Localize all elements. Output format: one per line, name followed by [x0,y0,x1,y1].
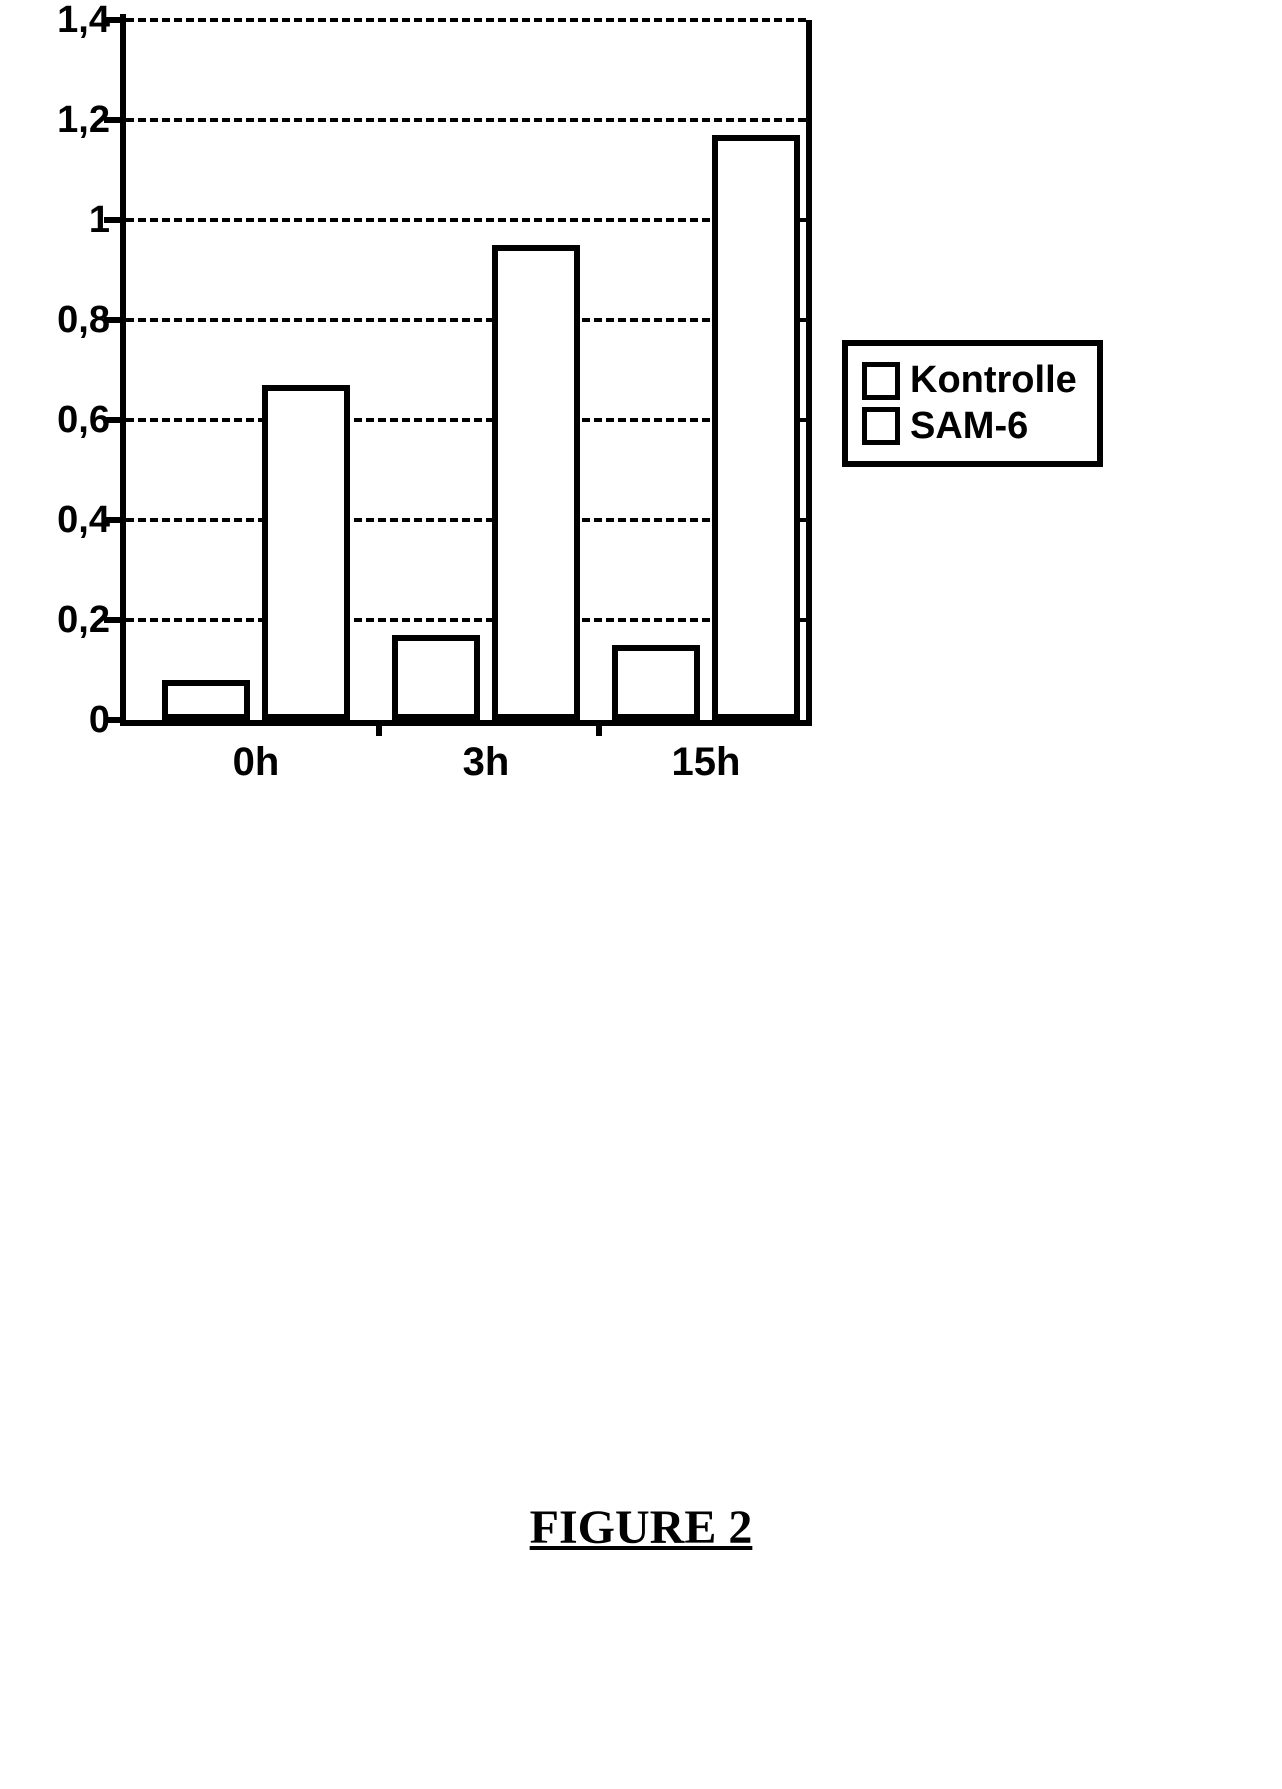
legend: Kontrolle SAM-6 [842,340,1103,467]
bar [162,680,250,720]
y-tick [104,117,126,123]
legend-swatch-icon [862,362,900,400]
y-tick [104,617,126,623]
chart-container: 1,41,210,80,60,40,20 0h3h15h Kontrolle S… [40,20,1103,726]
gridline [126,518,806,522]
legend-item-kontrolle: Kontrolle [862,358,1077,404]
gridline [126,318,806,322]
bar [712,135,800,720]
legend-label: SAM-6 [910,404,1028,450]
legend-item-sam6: SAM-6 [862,404,1077,450]
gridline [126,18,806,22]
figure-caption: FIGURE 2 [0,1500,1282,1555]
x-tick-label: 15h [672,740,741,785]
legend-label: Kontrolle [910,358,1077,404]
y-tick [104,417,126,423]
bar [392,635,480,720]
gridline [126,618,806,622]
bar [612,645,700,720]
y-tick [104,517,126,523]
y-tick [104,317,126,323]
x-tick [376,720,382,736]
y-tick [104,717,126,723]
x-tick-label: 3h [463,740,510,785]
x-tick [596,720,602,736]
y-tick [104,17,126,23]
y-tick [104,217,126,223]
caption-text: FIGURE 2 [530,1501,753,1554]
bar [492,245,580,720]
gridline [126,418,806,422]
bar [262,385,350,720]
y-axis-labels: 1,41,210,80,60,40,20 [40,20,110,720]
gridline [126,218,806,222]
gridline [126,118,806,122]
legend-swatch-icon [862,407,900,445]
x-tick-label: 0h [233,740,280,785]
page: 1,41,210,80,60,40,20 0h3h15h Kontrolle S… [0,0,1282,1789]
plot-area: 0h3h15h [120,20,812,726]
